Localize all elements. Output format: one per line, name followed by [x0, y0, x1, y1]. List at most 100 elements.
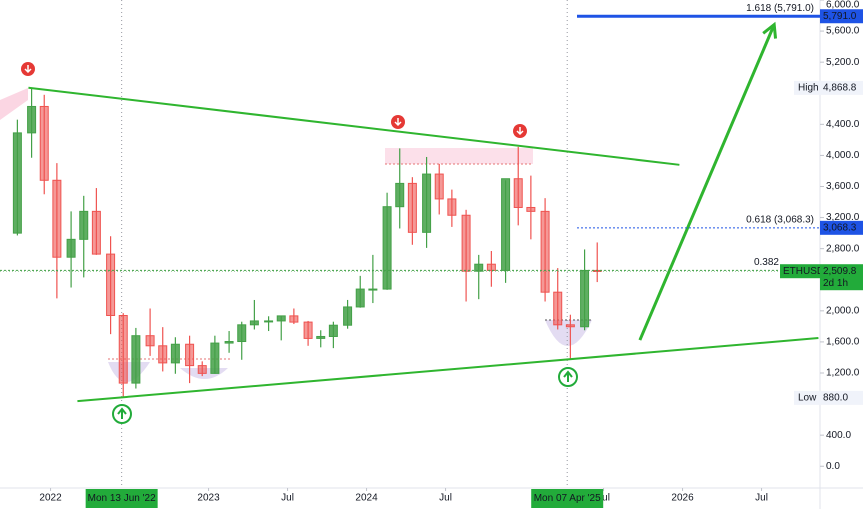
sell-signal-arrow	[516, 127, 524, 136]
y-tick-label: 1,200.0	[826, 368, 860, 379]
candle-body	[382, 206, 392, 290]
x-tick-label: 2023	[197, 493, 220, 504]
sell-signal-arrow	[24, 65, 32, 74]
symbol-box	[780, 264, 820, 279]
candle-body	[316, 335, 326, 339]
y-tick-label: 4,000.0	[826, 150, 860, 161]
candle-body	[474, 263, 484, 272]
crosshair-label: Mon 13 Jun '22	[88, 493, 157, 504]
candle-body	[553, 291, 563, 326]
y-tick-label: 5,200.0	[826, 57, 860, 68]
y-tick-label: 400.0	[826, 430, 851, 441]
y-tick-label: 3,200.0	[826, 212, 860, 223]
price-label-value: 880.0	[823, 393, 848, 404]
candle-body	[303, 321, 313, 339]
candle-body	[210, 342, 220, 374]
price-label-name: High	[798, 83, 819, 94]
candle-body	[422, 173, 432, 233]
candle-body	[131, 335, 141, 384]
candle-body	[343, 306, 353, 326]
candle-body	[91, 210, 101, 255]
candle-body	[118, 314, 128, 384]
candle-body	[486, 263, 496, 271]
candle-body	[66, 238, 76, 258]
last-price-box	[820, 264, 863, 291]
fib-label: 1.618 (5,791.0)	[746, 3, 814, 14]
y-tick-label: 5,600.0	[826, 26, 860, 37]
fib-label: 0.382	[754, 257, 779, 268]
candle-body	[328, 324, 338, 337]
price-label-value: 4,868.8	[823, 83, 857, 94]
last-price-label: 2,509.8	[823, 266, 857, 277]
buy-signal-arrow	[563, 370, 573, 382]
crosshair-label-box	[531, 489, 604, 508]
candle-body	[447, 198, 457, 216]
candle-body	[237, 324, 247, 343]
y-tick-label: 3,600.0	[826, 181, 860, 192]
candle-body	[407, 182, 417, 233]
candle-body	[289, 315, 299, 323]
candle-body	[264, 320, 274, 323]
candle-body	[185, 343, 195, 367]
candle-body	[197, 365, 207, 374]
fib-axis-label: 5,791.0	[823, 11, 857, 22]
projection-arrow	[638, 24, 776, 341]
x-tick-label: Jul	[597, 493, 610, 504]
trendline	[77, 337, 819, 403]
x-tick-label: 2024	[355, 493, 378, 504]
candle-body	[106, 253, 116, 316]
candle-body	[170, 343, 180, 364]
x-tick-label: Jul	[755, 493, 768, 504]
candle-body	[224, 341, 234, 344]
countdown-label: 2d 1h	[823, 278, 848, 289]
candle-body	[79, 210, 89, 240]
candle-body	[355, 288, 365, 308]
y-tick-label: 2,800.0	[826, 243, 860, 254]
candle-body	[434, 173, 444, 200]
sell-signal-arrow	[394, 118, 402, 127]
candle-body	[145, 335, 155, 347]
price-label-box	[794, 390, 863, 405]
candle-body	[158, 345, 168, 364]
candle-body	[52, 179, 62, 258]
resistance-zone	[385, 148, 533, 164]
price-label-box	[794, 80, 863, 95]
candle-body	[501, 178, 511, 271]
price-label-name: Low	[798, 393, 817, 404]
candle-body	[526, 206, 536, 212]
candle-body	[540, 210, 550, 293]
fib-axis-box	[820, 220, 863, 235]
candle-body	[12, 132, 22, 234]
arrow-head	[762, 21, 778, 39]
fib-axis-label: 3,068.3	[823, 222, 857, 233]
x-tick-label: 2026	[671, 493, 694, 504]
candle-body	[513, 178, 523, 208]
fib-axis-box	[820, 9, 863, 24]
candle-body	[461, 214, 471, 272]
candle-body	[249, 320, 259, 326]
candle-body	[368, 288, 378, 291]
y-tick-label: 0.0	[826, 461, 840, 472]
x-tick-label: 2022	[39, 493, 62, 504]
peak-zone	[0, 88, 28, 120]
candle-body	[27, 105, 37, 134]
symbol-label: ETHUSD	[783, 266, 824, 277]
buy-signal-arrow	[117, 407, 127, 419]
trendline	[28, 86, 680, 166]
fib-label: 0.618 (3,068.3)	[746, 214, 814, 225]
candle-body	[565, 324, 575, 328]
crosshair-label: Mon 07 Apr '25	[534, 493, 601, 504]
candle-body	[395, 182, 405, 208]
y-tick-label: 4,400.0	[826, 119, 860, 130]
y-tick-label: 6,000.0	[826, 0, 860, 11]
candle-body	[580, 269, 590, 328]
y-tick-label: 2,000.0	[826, 305, 860, 316]
crosshair-label-box	[85, 489, 158, 508]
y-tick-label: 1,600.0	[826, 337, 860, 348]
candle-body	[276, 315, 286, 322]
x-tick-label: Jul	[281, 493, 294, 504]
x-tick-label: Jul	[439, 493, 452, 504]
candle-body	[39, 105, 49, 181]
